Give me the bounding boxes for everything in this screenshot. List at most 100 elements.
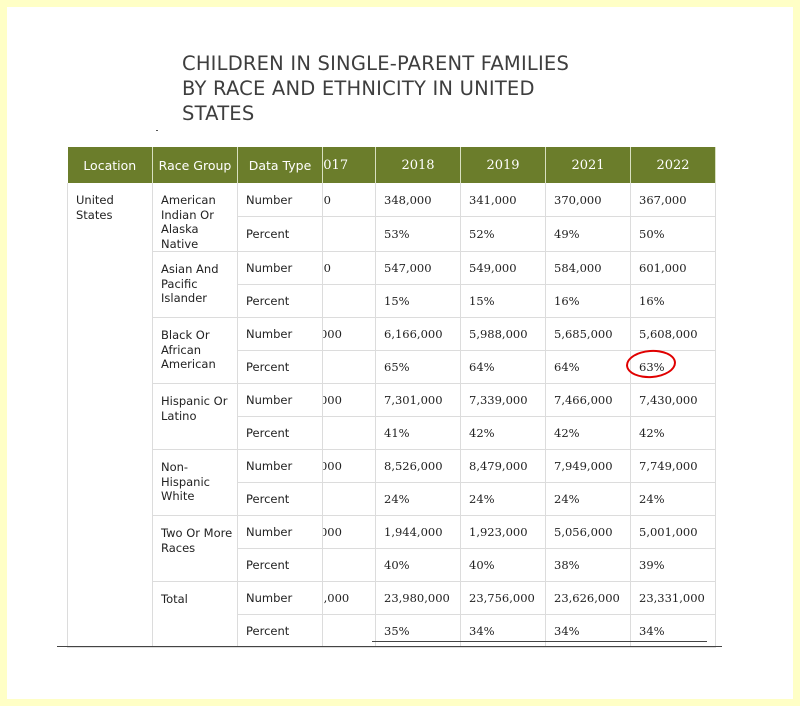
value-cell: 5,685,000 xyxy=(545,317,631,351)
value-cell: 41% xyxy=(375,416,461,450)
value-cell: 64% xyxy=(460,350,546,384)
value-cell: 367,000 xyxy=(630,183,716,218)
value-cell: 24% xyxy=(630,482,716,516)
value-cell: 3,000 xyxy=(322,317,376,351)
clipped-value: 3,000 xyxy=(323,327,342,341)
page-bottom-rule xyxy=(57,646,722,647)
table-row: TotalNumber01,00023,980,00023,756,00023,… xyxy=(68,581,716,648)
race-group-cell: Total xyxy=(152,581,238,648)
header-year-2018[interactable]: 2018 xyxy=(375,147,461,183)
clipped-value: 7,000 xyxy=(323,525,342,539)
value-cell: 34% xyxy=(630,614,716,648)
value-cell xyxy=(322,216,376,252)
value-cell: 16% xyxy=(545,284,631,318)
value-cell: 8,526,000 xyxy=(375,449,461,483)
clipped-value: 000 xyxy=(323,192,331,207)
data-type-cell: Number xyxy=(237,183,323,218)
value-cell: 348,000 xyxy=(375,183,461,218)
table-row: Percent 53% 52% 49% 50% xyxy=(68,216,716,252)
value-cell: 3,000 xyxy=(322,383,376,417)
clipped-value: 3,000 xyxy=(323,459,342,473)
table-row: Percent 35% 34% 34% 34% xyxy=(68,614,716,648)
value-cell: 000 xyxy=(322,183,376,218)
value-cell: 23,980,000 xyxy=(375,581,461,615)
value-cell: 34% xyxy=(460,614,546,648)
value-cell: 34% xyxy=(545,614,631,648)
data-type-cell: Percent xyxy=(237,284,323,318)
value-cell: 5,001,000 xyxy=(630,515,716,549)
value-cell: 601,000 xyxy=(630,251,716,285)
value-cell: 1,923,000 xyxy=(460,515,546,549)
value-cell: 49% xyxy=(545,216,631,252)
value-cell: 7,949,000 xyxy=(545,449,631,483)
value-cell xyxy=(322,350,376,384)
value-cell xyxy=(322,482,376,516)
value-cell xyxy=(322,284,376,318)
value-cell: 40% xyxy=(375,548,461,582)
data-type-cell: Percent xyxy=(237,614,323,648)
header-location[interactable]: Location xyxy=(67,147,153,183)
race-group-cell: Black Or African American xyxy=(152,317,238,384)
location-cell: United States xyxy=(67,183,153,648)
data-type-cell: Number xyxy=(237,515,323,549)
value-cell xyxy=(322,416,376,450)
table-underline xyxy=(372,641,707,642)
title-line-2: BY RACE AND ETHNICITY IN UNITED xyxy=(182,77,535,100)
title-line-1: CHILDREN IN SINGLE-PARENT FAMILIES xyxy=(182,52,570,75)
value-cell: 370,000 xyxy=(545,183,631,218)
data-type-cell: Number xyxy=(237,449,323,483)
clipped-value: 01,000 xyxy=(323,591,350,605)
header-year-2021[interactable]: 2021 xyxy=(545,147,631,183)
race-group-cell: Hispanic Or Latino xyxy=(152,383,238,450)
value-cell: 42% xyxy=(460,416,546,450)
title-line-3: STATES xyxy=(182,102,255,125)
value-cell: 15% xyxy=(375,284,461,318)
value-cell: 6,166,000 xyxy=(375,317,461,351)
table-row: Hispanic Or LatinoNumber3,0007,301,0007,… xyxy=(68,383,716,450)
race-group-cell: Non-Hispanic White xyxy=(152,449,238,516)
header-row: Location Race Group Data Type 2017 2018 … xyxy=(67,147,716,183)
value-cell: 53% xyxy=(375,216,461,252)
value-cell: 23,331,000 xyxy=(630,581,716,615)
table-row: Black Or African AmericanNumber3,000 6,16… xyxy=(68,317,716,384)
value-cell: 3,000 xyxy=(322,449,376,483)
header-year-2019[interactable]: 2019 xyxy=(460,147,546,183)
value-cell xyxy=(322,614,376,648)
header-year-2022[interactable]: 2022 xyxy=(630,147,716,183)
value-cell: 15% xyxy=(460,284,546,318)
value-cell: 42% xyxy=(545,416,631,450)
value-cell: 7,466,000 xyxy=(545,383,631,417)
table-row: Percent 15% 15% 16% 16% xyxy=(68,284,716,318)
value-cell: 50% xyxy=(630,216,716,252)
value-cell xyxy=(322,548,376,582)
value-cell: 24% xyxy=(460,482,546,516)
value-cell: 24% xyxy=(545,482,631,516)
header-data-type[interactable]: Data Type xyxy=(237,147,323,183)
value-cell: 549,000 xyxy=(460,251,546,285)
value-cell: 1,944,000 xyxy=(375,515,461,549)
page-title: CHILDREN IN SINGLE-PARENT FAMILIES BY RA… xyxy=(182,51,622,126)
value-cell: 35% xyxy=(375,614,461,648)
value-cell: 24% xyxy=(375,482,461,516)
value-cell: 40% xyxy=(460,548,546,582)
value-cell: 341,000 xyxy=(460,183,546,218)
value-cell: 39% xyxy=(630,548,716,582)
value-cell: 000 xyxy=(322,251,376,285)
value-cell: 5,056,000 xyxy=(545,515,631,549)
value-cell: 5,608,000 xyxy=(630,317,716,351)
data-type-cell: Percent xyxy=(237,416,323,450)
value-cell: 23,626,000 xyxy=(545,581,631,615)
value-cell: 7,301,000 xyxy=(375,383,461,417)
data-type-cell: Percent xyxy=(237,350,323,384)
header-year-2017[interactable]: 2017 xyxy=(322,147,376,183)
table-row: Percent 41% 42% 42% 42% xyxy=(68,416,716,450)
value-cell: 8,479,000 xyxy=(460,449,546,483)
table-row: Percent 24% 24% 24% 24% xyxy=(68,482,716,516)
value-cell: 7,749,000 xyxy=(630,449,716,483)
table-row: Asian And Pacific IslanderNumber000 547,0… xyxy=(68,251,716,318)
data-type-cell: Number xyxy=(237,251,323,285)
table-row: Non-Hispanic WhiteNumber3,000 8,526,0008,… xyxy=(68,449,716,516)
clipped-value: 3,000 xyxy=(323,393,342,407)
header-race-group[interactable]: Race Group xyxy=(152,147,238,183)
value-cell: 63% xyxy=(630,350,716,384)
